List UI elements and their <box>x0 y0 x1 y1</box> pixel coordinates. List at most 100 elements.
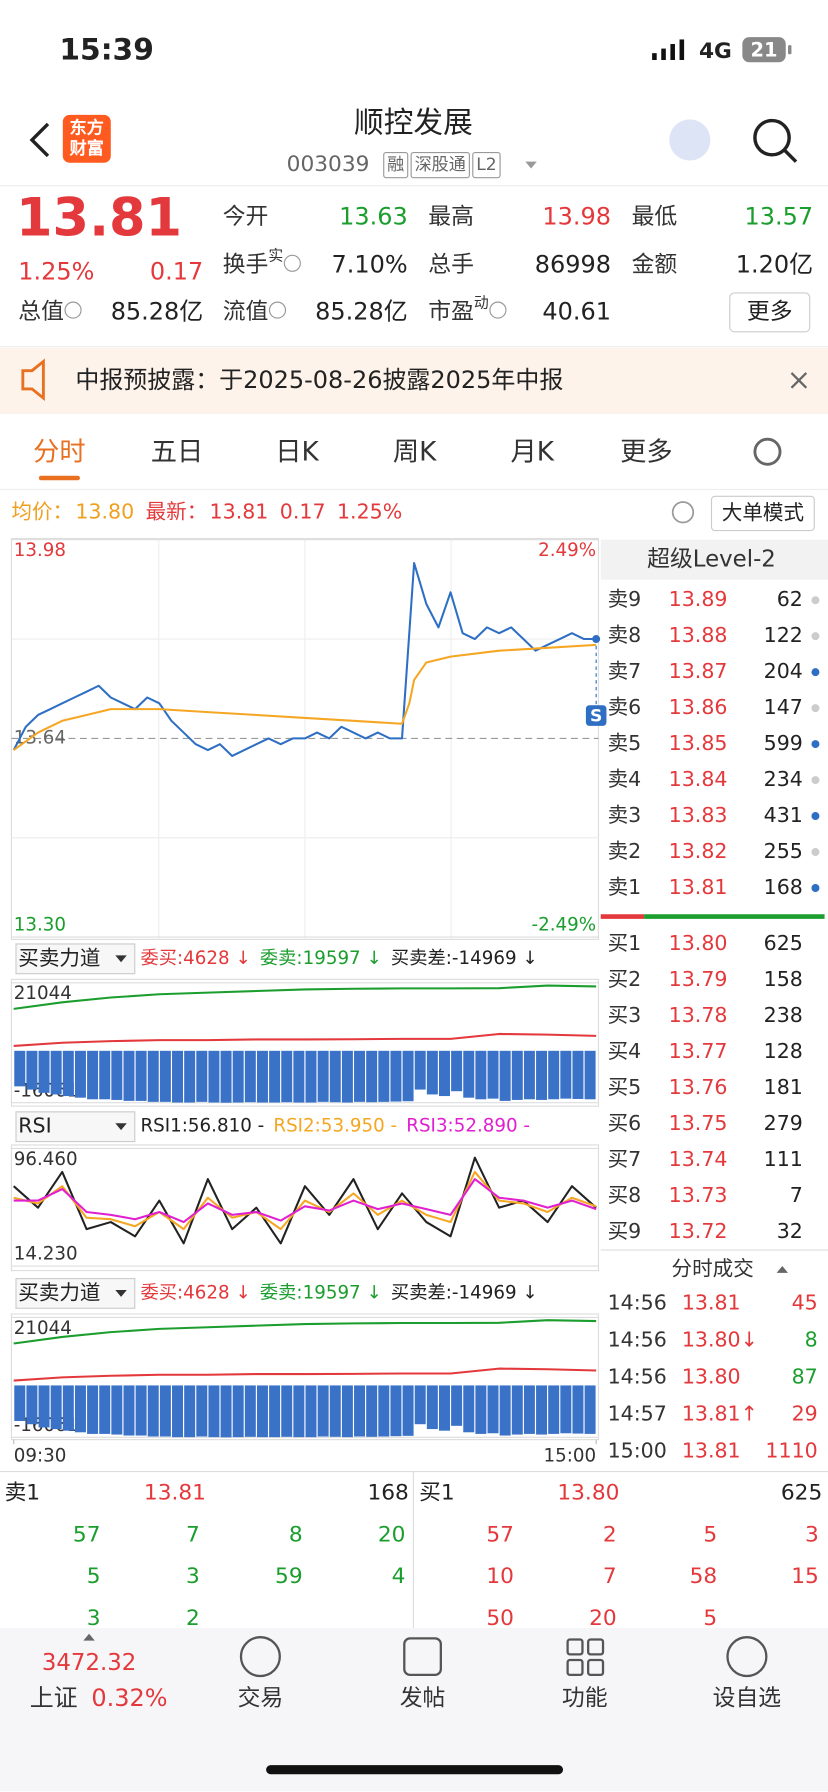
field-label: 市盈 <box>428 299 474 325</box>
series-line <box>13 1367 597 1382</box>
book-volume: 32 <box>777 1219 803 1243</box>
field-value: 40.61 <box>542 297 611 325</box>
queue-price: 13.81 <box>144 1480 206 1505</box>
tab[interactable]: 分时 <box>33 437 86 467</box>
tab[interactable]: 更多 <box>620 437 673 467</box>
post-icon[interactable] <box>403 1637 442 1677</box>
trade-icon[interactable] <box>239 1636 281 1678</box>
info-percent: 1.25% <box>337 499 402 523</box>
indicator-title[interactable]: 买卖力道 <box>18 1280 100 1304</box>
tab[interactable]: 五日 <box>151 437 204 467</box>
tab[interactable]: 周K <box>393 437 437 467</box>
book-price: 13.79 <box>669 967 728 991</box>
bar <box>196 1050 208 1102</box>
bar <box>281 1050 293 1103</box>
trade-volume: 29 <box>792 1401 818 1425</box>
settings-icon[interactable] <box>753 437 782 466</box>
book-price: 13.84 <box>669 767 728 791</box>
info-icon <box>489 301 507 319</box>
watchlist-icon[interactable] <box>726 1636 768 1678</box>
queue-order: 3 <box>186 1564 200 1589</box>
close-icon[interactable] <box>790 372 808 389</box>
indicator-value: 买卖差:-14969 ↓ <box>391 1282 538 1303</box>
tab[interactable]: 日K <box>275 437 319 467</box>
queue-order: 59 <box>275 1564 303 1589</box>
book-price: 13.85 <box>669 731 728 755</box>
series-line <box>13 1178 597 1224</box>
back-icon[interactable] <box>29 122 50 158</box>
mode-button[interactable] <box>710 495 815 532</box>
assistant-icon[interactable] <box>669 119 711 161</box>
nav-item[interactable]: 交易 <box>238 1685 284 1711</box>
queue-order: 7 <box>186 1523 200 1548</box>
indicator-value: 委卖:19597 ↓ <box>260 948 382 969</box>
nav-item[interactable]: 功能 <box>562 1685 608 1711</box>
bar <box>244 1385 256 1437</box>
trade-time: 14:56 <box>608 1328 667 1352</box>
bar <box>499 1050 511 1101</box>
bar <box>305 1385 317 1438</box>
bar <box>62 1050 74 1097</box>
trade-volume: 8 <box>805 1328 818 1352</box>
logo-text: 东方 <box>70 118 104 139</box>
bar <box>74 1385 86 1433</box>
more-button-label[interactable]: 更多 <box>747 299 793 325</box>
bar <box>414 1385 426 1425</box>
indicator-title[interactable]: RSI <box>18 1114 51 1138</box>
bar <box>159 1385 171 1437</box>
tab[interactable]: 月K <box>510 437 554 467</box>
info-last: 13.81 <box>210 499 269 523</box>
field-label: 金额 <box>632 252 678 278</box>
queue-order: 50 <box>486 1606 514 1631</box>
nav-item[interactable]: 发帖 <box>400 1685 446 1711</box>
series-line <box>12 562 597 758</box>
bar <box>123 1050 135 1101</box>
bar <box>317 1385 329 1437</box>
search-icon[interactable] <box>753 118 791 157</box>
book-dot <box>811 848 820 857</box>
more-button[interactable] <box>729 292 811 333</box>
trade-time: 14:56 <box>608 1291 667 1315</box>
book-price: 13.77 <box>669 1039 728 1063</box>
trade-volume: 87 <box>792 1364 818 1388</box>
field-value: 85.28亿 <box>315 297 408 325</box>
indicator-title[interactable]: 买卖力道 <box>18 946 100 970</box>
book-volume: 158 <box>764 967 803 991</box>
bar <box>305 1050 317 1103</box>
bar <box>38 1050 50 1093</box>
book-level: 卖2 <box>608 839 642 863</box>
field-value: 13.98 <box>542 203 611 231</box>
y-tick-label: 21044 <box>14 983 72 1004</box>
bar <box>293 1385 305 1438</box>
book-level: 买9 <box>608 1219 642 1243</box>
bar <box>354 1050 366 1102</box>
bar <box>87 1385 99 1434</box>
queue-order: 3 <box>805 1523 819 1548</box>
mode-button-label[interactable]: 大单模式 <box>722 500 804 524</box>
book-level: 卖4 <box>608 767 642 791</box>
book-dot <box>811 704 820 713</box>
bar <box>87 1050 99 1100</box>
queue-level: 卖1 <box>5 1480 41 1505</box>
book-level: 卖7 <box>608 659 642 683</box>
clock: 15:39 <box>59 32 154 67</box>
bar <box>572 1050 584 1099</box>
bar <box>584 1050 596 1100</box>
tag: 深股通 <box>415 155 466 175</box>
bar <box>463 1385 475 1433</box>
book-volume: 168 <box>764 875 803 899</box>
series-line <box>13 643 597 751</box>
bar <box>511 1385 523 1435</box>
info-change: 0.17 <box>280 499 326 523</box>
field-value: 7.10% <box>332 251 408 279</box>
function-icon[interactable] <box>566 1638 605 1677</box>
nav-item[interactable]: 设自选 <box>713 1685 782 1711</box>
field-value: 13.57 <box>745 203 814 231</box>
y-tick-label: 13.98 <box>14 540 66 561</box>
book-dot <box>811 668 820 677</box>
y-tick-label: 21044 <box>14 1318 72 1339</box>
indicator-value: 委买:4628 ↓ <box>140 948 250 969</box>
indicator-value: RSI3:52.890 - <box>406 1116 530 1137</box>
bar <box>584 1385 596 1434</box>
bar <box>560 1050 572 1099</box>
